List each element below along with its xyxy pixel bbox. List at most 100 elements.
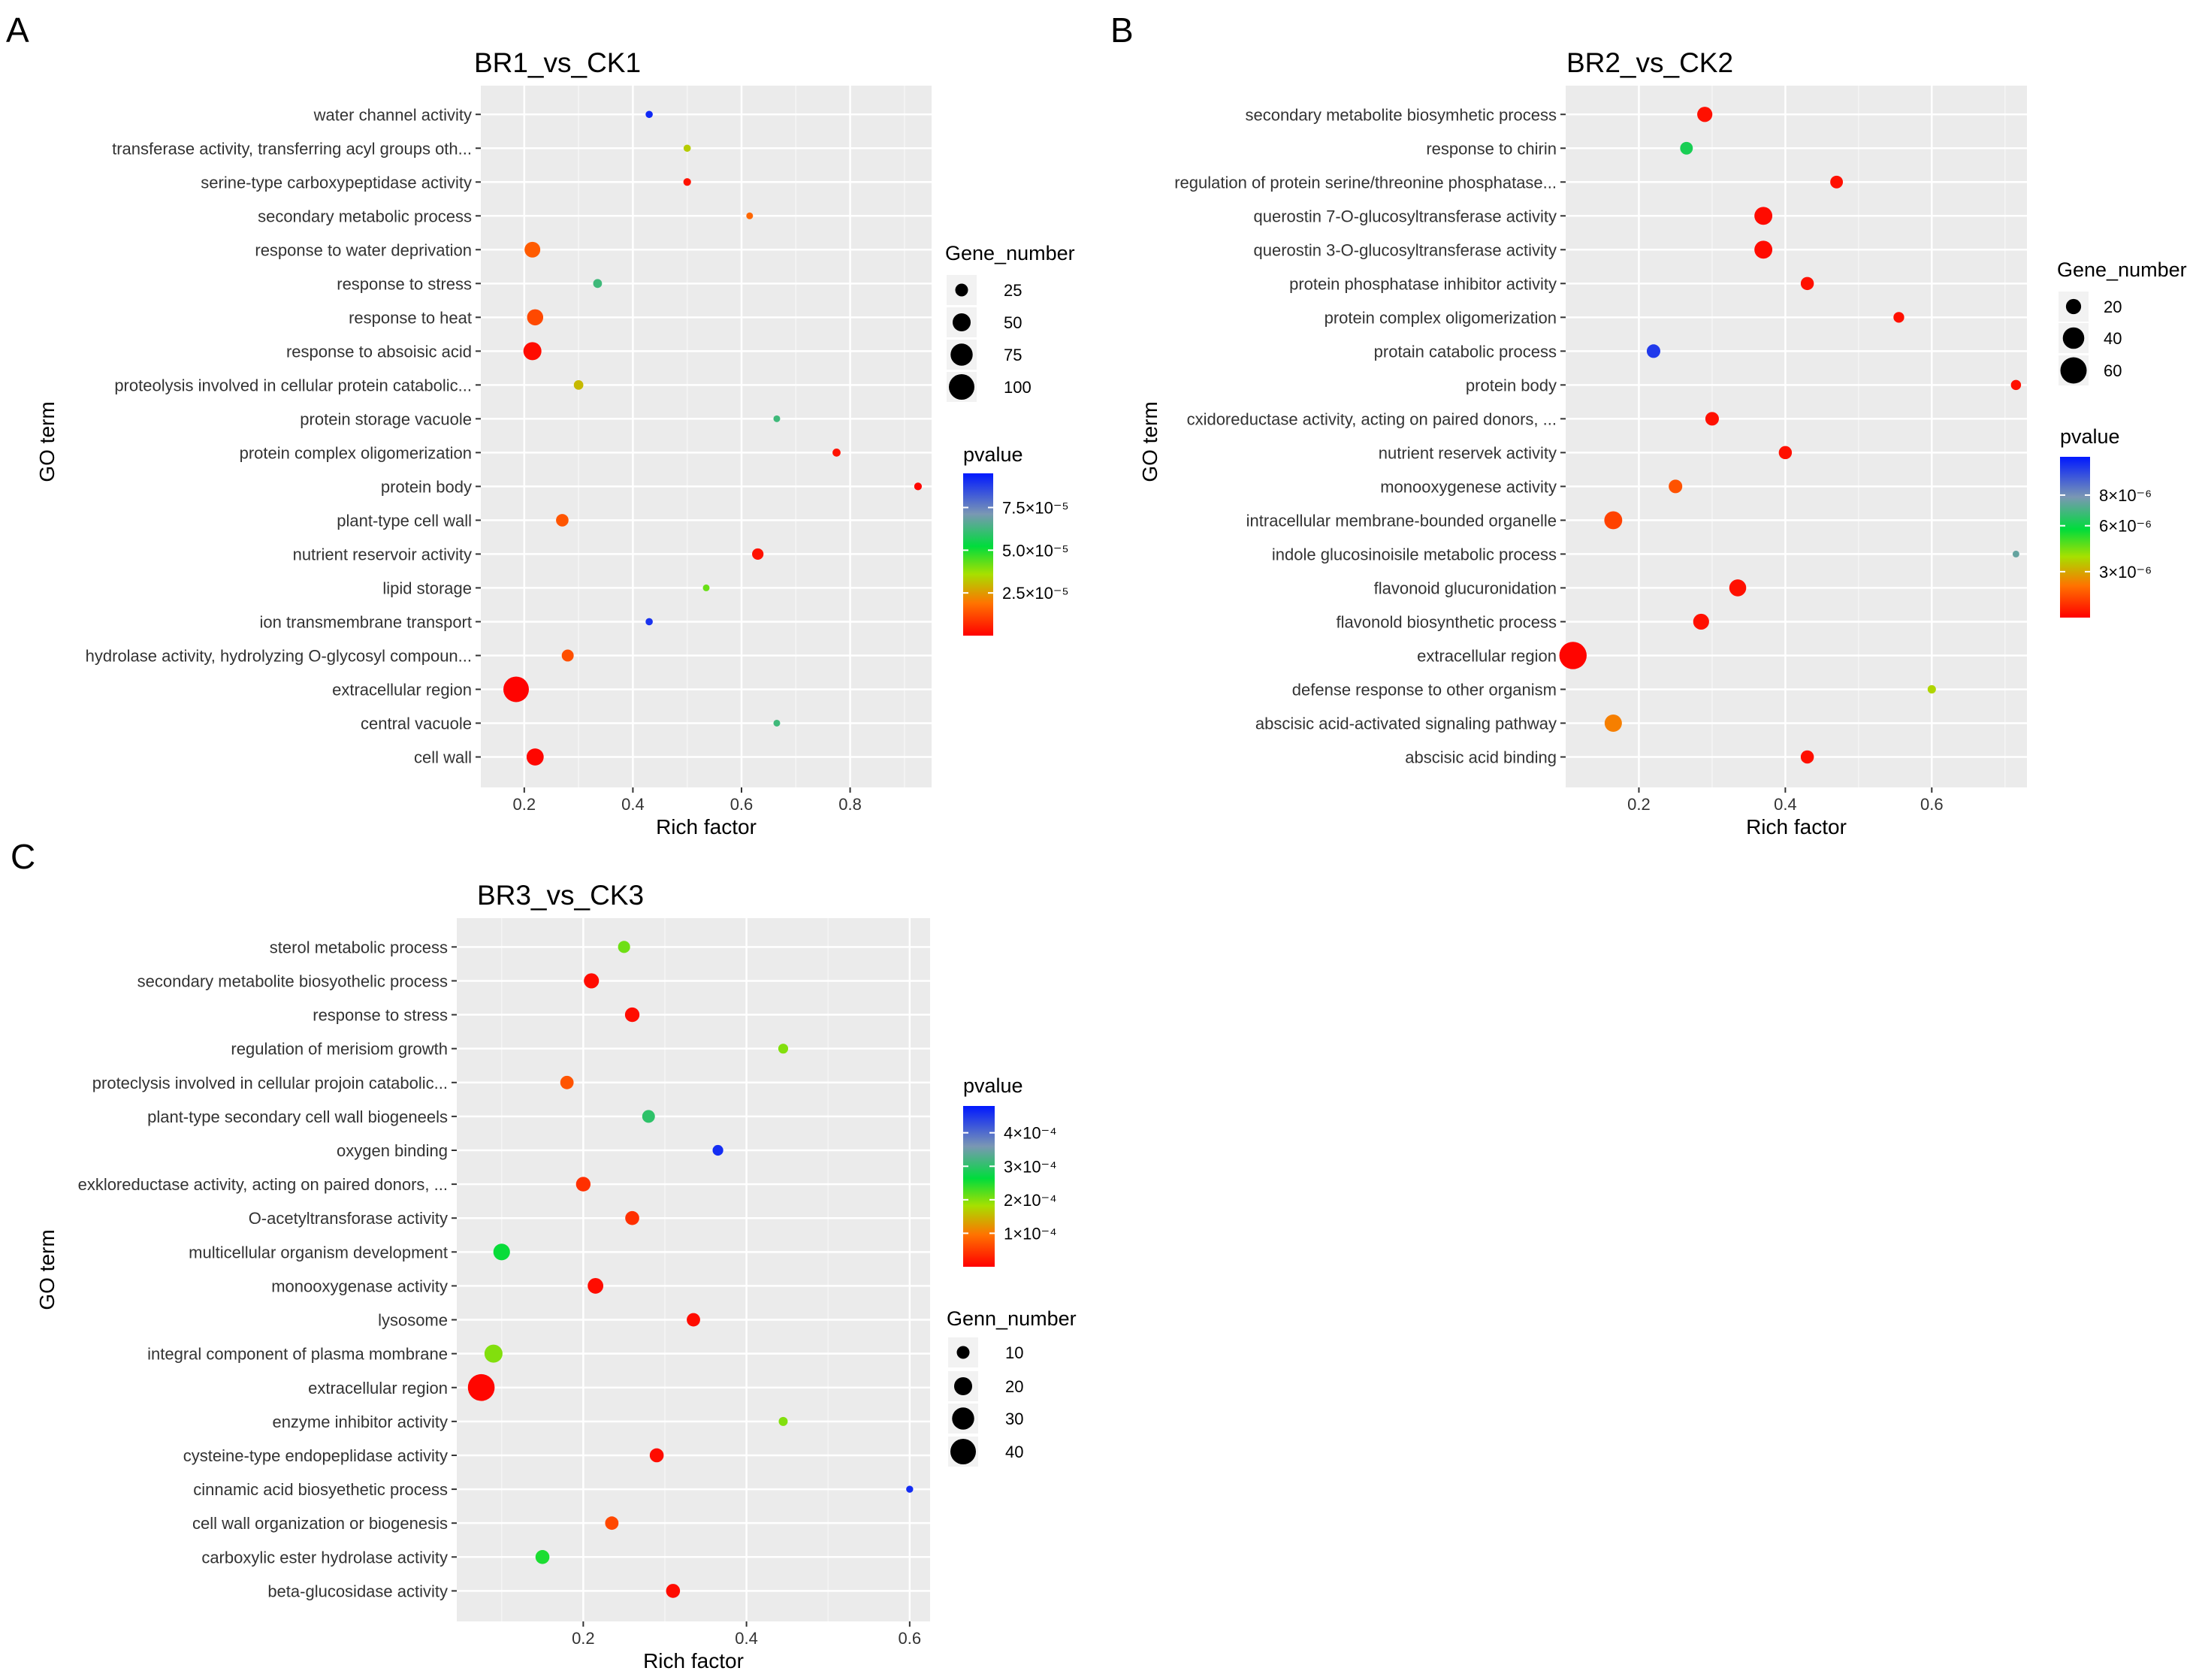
x-tick-label: 0.2 (513, 795, 536, 814)
go-term-label: secondary metabolite biosymhetic process (1245, 105, 1557, 124)
go-term-label: secondary metabolite biosyothelic proces… (137, 971, 448, 990)
point-beta-glucosidase-activity (666, 1584, 681, 1598)
size-legend-dot (953, 1376, 973, 1396)
point-secondary-metabolic-process (746, 212, 754, 219)
size-legend-dot (949, 374, 974, 400)
point-response-to-stress (624, 1007, 640, 1023)
x-tick-label: 0.4 (1774, 795, 1797, 814)
point-serine-type-carboxypeptidase-activity (683, 178, 691, 186)
point-proteclysis-involved-in-cellular-projoin-catabol (560, 1075, 574, 1089)
x-tick-label: 0.2 (572, 1629, 595, 1648)
point-abscisic-acid-activated-signaling-pathway (1604, 714, 1622, 732)
point-plant-type-cell-wall (556, 514, 569, 527)
color-legend-label: 1×10⁻⁴ (1004, 1224, 1057, 1243)
point-regulation-of-protein-serine-threonine-phosphata (1830, 175, 1844, 189)
x-axis-title: Rich factor (643, 1649, 744, 1672)
go-term-label: response to water deprivation (255, 240, 472, 259)
go-term-label: protein storage vacuole (300, 409, 472, 428)
y-axis-title: GO term (35, 1229, 59, 1310)
point-secondary-metabolite-biosyothelic-process (584, 973, 600, 989)
y-axis-title: GO term (35, 401, 59, 482)
size-legend-label: 20 (2104, 298, 2122, 316)
size-legend-dot (955, 283, 968, 297)
color-legend-title: pvalue (2060, 425, 2120, 448)
point-multicellular-organism-development (493, 1243, 510, 1261)
point-o-acetyltransforase-activity (625, 1210, 639, 1225)
size-legend-title: Genn_number (947, 1307, 1077, 1330)
color-legend-label: 2×10⁻⁴ (1004, 1191, 1057, 1210)
go-term-label: indole glucosinoisile metabolic process (1272, 545, 1557, 564)
point-querostin-7-o-glucosyltransferase-activity (1754, 207, 1773, 225)
go-term-label: defense response to other organism (1292, 680, 1557, 699)
panel-letter: B (1110, 11, 1134, 50)
go-term-label: O-acetyltransforase activity (249, 1209, 448, 1228)
go-term-label: response to stress (313, 1006, 448, 1025)
point-protain-catabolic-process (1646, 344, 1660, 358)
go-term-label: cysteine-type endopeplidase activity (183, 1446, 448, 1465)
point-abscisic-acid-binding (1800, 750, 1814, 764)
go-term-label: response to stress (337, 274, 472, 293)
color-legend-bar (963, 1106, 995, 1267)
go-term-label: water channel activity (313, 105, 472, 124)
size-legend-dot (950, 343, 973, 366)
go-term-label: central vacuole (361, 714, 472, 733)
x-tick-label: 0.4 (735, 1629, 758, 1648)
point-flavonold-biosynthetic-process (1693, 613, 1709, 630)
size-legend-label: 60 (2104, 361, 2122, 380)
point-cinnamic-acid-biosyethetic-process (906, 1485, 914, 1493)
go-term-label: cinnamic acid biosyethetic process (193, 1480, 448, 1499)
point-protein-complex-oligomerization (832, 449, 841, 457)
size-legend-label: 25 (1004, 281, 1022, 300)
point-protein-phosphatase-inhibitor-activity (1800, 276, 1814, 291)
x-tick-label: 0.4 (621, 795, 645, 814)
point-lysosome (687, 1313, 700, 1327)
go-term-label: flavonold biosynthetic process (1337, 612, 1557, 631)
size-legend-dot (2065, 298, 2082, 315)
go-term-label: sterol metabolic process (270, 938, 448, 956)
color-legend-bar (2060, 457, 2090, 618)
point-intracellular-membrane-bounded-organelle (1604, 511, 1623, 530)
point-protein-storage-vacuole (773, 415, 781, 422)
go-term-label: protein complex oligomerization (1325, 308, 1557, 327)
x-axis-title: Rich factor (1746, 815, 1847, 838)
go-term-label: plant-type cell wall (337, 511, 472, 530)
color-legend-label: 2.5×10⁻⁵ (1002, 584, 1069, 603)
plot-panel (1566, 86, 2027, 787)
point-response-to-water-deprivation (524, 241, 541, 258)
gridlines (457, 918, 930, 1621)
go-term-label: multicellular organism development (189, 1243, 448, 1262)
go-term-label: nutrient reservoir activity (293, 545, 472, 564)
size-legend-dot (956, 1346, 970, 1359)
color-legend-label: 8×10⁻⁶ (2099, 486, 2152, 505)
point-response-to-chirin (1680, 141, 1693, 155)
go-term-label: cell wall organization or biogenesis (192, 1514, 448, 1533)
x-tick-label: 0.8 (838, 795, 862, 814)
point-protein-body (914, 482, 923, 491)
plot-panel (457, 918, 930, 1621)
size-legend-title: Gene_number (945, 242, 1075, 264)
go-term-label: lipid storage (382, 579, 472, 597)
size-legend-label: 20 (1005, 1377, 1023, 1396)
panel-c: C BR3_vs_CK3 0.2 0.4 0.6 Rich factor GO term st… (11, 837, 1077, 1672)
panel-b: B BR2_vs_CK2 0.2 0.4 0.6 Rich factor GO term se… (1110, 11, 2187, 838)
point-central-vacuole (773, 719, 781, 727)
gridlines (1566, 86, 2027, 787)
go-term-label: enzyme inhibitor activity (272, 1413, 448, 1431)
chart-title: BR2_vs_CK2 (1566, 47, 1733, 78)
go-term-label: abscisic acid binding (1405, 748, 1557, 766)
x-tick-label: 0.2 (1627, 795, 1651, 814)
x-axis-title: Rich factor (656, 815, 757, 838)
go-term-label: secondary metabolic process (258, 207, 472, 225)
size-legend-dot (2062, 327, 2085, 349)
point-nutrient-reservek-activity (1778, 446, 1793, 460)
go-term-label: ion transmembrane transport (260, 612, 472, 631)
go-term-label: intracellular membrane-bounded organelle (1246, 511, 1557, 530)
point-flavonoid-glucuronidation (1729, 579, 1747, 597)
point-exkloreductase-activity-acting-on-paired-donors (575, 1177, 591, 1192)
go-term-label: proteolysis involved in cellular protein… (114, 376, 472, 394)
go-term-label: extracellular region (332, 680, 472, 699)
point-integral-component-of-plasma-mombrane (484, 1344, 503, 1363)
go-term-label: response to chirin (1426, 139, 1557, 158)
point-transferase-activity-transferring-acyl-groups-ot (683, 144, 691, 153)
